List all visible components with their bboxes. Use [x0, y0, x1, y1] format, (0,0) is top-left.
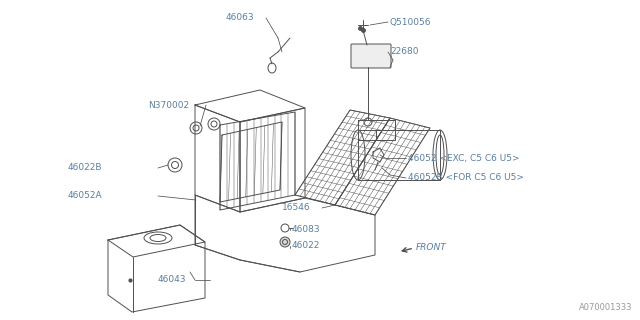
Text: 46063: 46063 — [226, 13, 255, 22]
Text: 46043: 46043 — [158, 276, 186, 284]
Text: 46022B: 46022B — [68, 164, 102, 172]
Text: 46052A: 46052A — [68, 191, 102, 201]
Text: 46022: 46022 — [292, 242, 321, 251]
Text: Q510056: Q510056 — [390, 18, 431, 27]
Text: 16546: 16546 — [282, 204, 310, 212]
Text: FRONT: FRONT — [416, 244, 447, 252]
Text: 46052 <EXC, C5 C6 U5>: 46052 <EXC, C5 C6 U5> — [408, 154, 520, 163]
Text: A070001333: A070001333 — [579, 303, 632, 312]
Text: N370002: N370002 — [148, 100, 189, 109]
FancyBboxPatch shape — [351, 44, 391, 68]
Text: 46083: 46083 — [292, 226, 321, 235]
Text: 22680: 22680 — [390, 47, 419, 57]
Circle shape — [280, 237, 290, 247]
Text: 46052B <FOR C5 C6 U5>: 46052B <FOR C5 C6 U5> — [408, 173, 524, 182]
